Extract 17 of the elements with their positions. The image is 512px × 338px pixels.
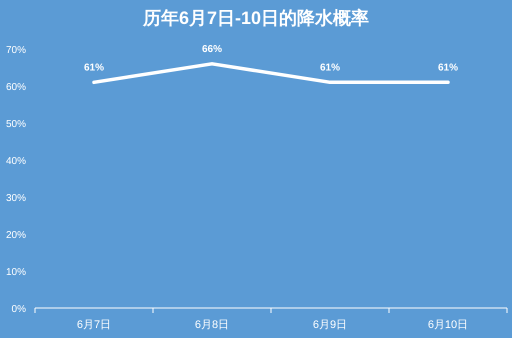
- x-tick-label: 6月8日: [194, 319, 230, 331]
- data-label: 61%: [320, 62, 340, 74]
- y-tick-label: 60%: [6, 82, 26, 93]
- y-tick-label: 40%: [6, 156, 26, 167]
- y-tick-label: 0%: [12, 304, 26, 315]
- data-label: 61%: [438, 62, 458, 74]
- y-tick-label: 70%: [6, 45, 26, 56]
- y-tick-label: 10%: [6, 267, 26, 278]
- y-tick-label: 20%: [6, 230, 26, 241]
- y-tick-label: 50%: [6, 119, 26, 130]
- data-label: 61%: [84, 62, 104, 74]
- x-tick-label: 6月10日: [428, 319, 468, 331]
- y-tick-label: 30%: [6, 193, 26, 204]
- x-tick-label: 6月9日: [312, 319, 348, 331]
- chart-title: 历年6月7日-10日的降水概率: [142, 8, 370, 28]
- x-tick-label: 6月7日: [76, 319, 112, 331]
- data-label: 66%: [202, 44, 222, 55]
